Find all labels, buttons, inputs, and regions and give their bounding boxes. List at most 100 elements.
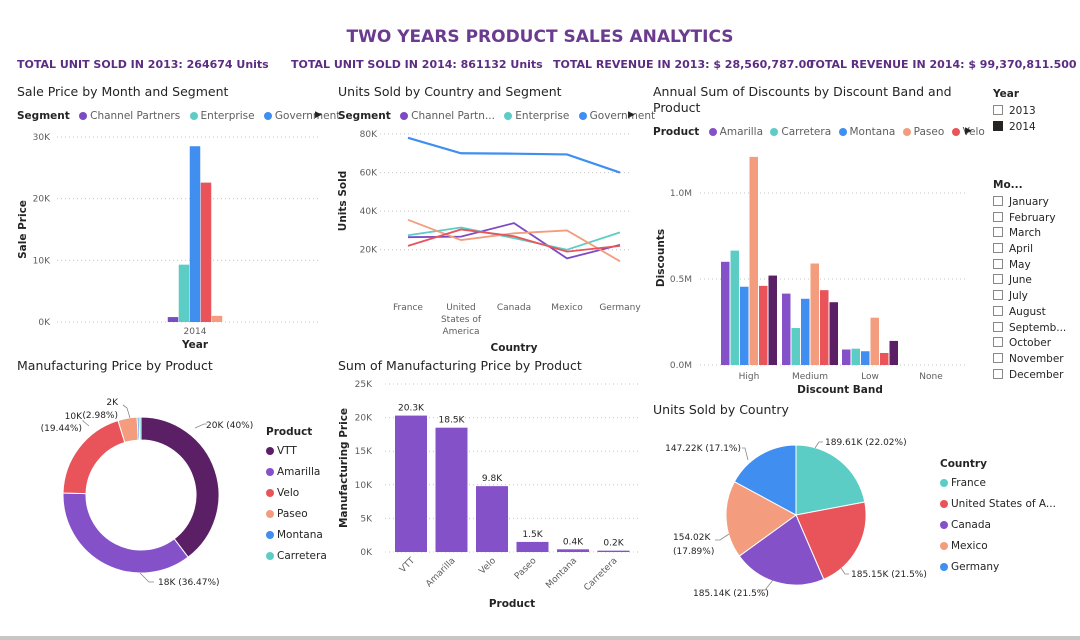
month-option[interactable]: August <box>993 305 1066 321</box>
y-tick-label: 80K <box>360 130 378 140</box>
x-tick-label: High <box>739 372 760 382</box>
mfg-bar-chart: 0K 5K 10K 15K 20K 25K 20.3K VTT 18.5K Amarilla 9.8… <box>338 380 640 610</box>
data-label: 0.2K <box>603 539 624 549</box>
legend-item-paseo[interactable]: Paseo <box>266 506 327 527</box>
checkbox-icon <box>993 243 1003 254</box>
legend-item-carretera[interactable]: Carretera <box>770 126 831 138</box>
x-tick-label: 2014 <box>184 327 207 337</box>
year-slicer: Year 2013 2014 <box>993 88 1036 135</box>
leader-line <box>814 441 823 449</box>
leader-line <box>139 572 154 583</box>
legend-item-channel-partners[interactable]: Channel Partners <box>79 110 180 122</box>
legend-item-mexico[interactable]: Mexico <box>940 538 1056 559</box>
bar <box>435 427 468 552</box>
legend-more-arrow-icon[interactable]: ▶ <box>965 126 972 136</box>
x-tick-label: Carretera <box>582 556 619 593</box>
bar <box>889 340 898 365</box>
month-option[interactable]: Septemb... <box>993 321 1066 337</box>
bar <box>395 415 427 552</box>
checkbox-icon <box>993 274 1003 285</box>
month-option[interactable]: June <box>993 273 1066 289</box>
y-tick-label: 1.0M <box>670 189 692 199</box>
bar <box>810 263 819 365</box>
y-tick-label: 0.0M <box>670 361 692 371</box>
legend-item-channel-partners[interactable]: Channel Partn... <box>400 110 495 122</box>
year-option-2013[interactable]: 2013 <box>993 104 1036 120</box>
month-option[interactable]: October <box>993 336 1066 352</box>
legend-more-arrow-icon[interactable]: ▶ <box>315 110 322 120</box>
month-option[interactable]: December <box>993 368 1066 384</box>
sale-price-chart: 0K 10K 20K 30K 2014 Year Sale Price <box>17 133 320 351</box>
checkbox-icon <box>993 196 1003 206</box>
bar <box>516 541 549 552</box>
legend-item-carretera[interactable]: Carretera <box>266 548 327 569</box>
month-option[interactable]: January <box>993 195 1066 211</box>
legend-item-vtt[interactable]: VTT <box>266 443 327 464</box>
legend-item-paseo[interactable]: Paseo <box>902 126 944 138</box>
leader-line <box>715 533 730 541</box>
sale-price-chart-title: Sale Price by Month and Segment <box>17 84 229 99</box>
x-tick-label: Mexico <box>551 303 583 313</box>
checkbox-icon <box>993 337 1003 348</box>
kpi-units-2014: TOTAL UNIT SOLD IN 2014: 861132 Units <box>291 58 543 71</box>
leader-line <box>82 420 90 427</box>
y-tick-label: 25K <box>355 380 373 390</box>
x-tick-label: United <box>446 303 476 313</box>
bar <box>842 349 851 365</box>
data-label: 18.5K <box>439 416 466 426</box>
bar <box>189 146 201 322</box>
legend-item-enterprise[interactable]: Enterprise <box>189 110 255 122</box>
bar <box>476 486 508 552</box>
y-tick-label: 10K <box>33 256 51 266</box>
leader-line <box>194 423 207 429</box>
legend-item-velo[interactable]: Velo <box>951 126 985 138</box>
year-option-2014[interactable]: 2014 <box>993 120 1036 136</box>
bar <box>759 285 768 365</box>
legend-item-government[interactable]: Government <box>578 110 655 122</box>
bar <box>870 317 879 365</box>
data-label: (17.89%) <box>673 547 714 557</box>
y-tick-label: 15K <box>355 447 373 457</box>
y-tick-label: 20K <box>355 414 373 424</box>
legend-item-france[interactable]: France <box>940 475 1056 496</box>
legend-item-enterprise[interactable]: Enterprise <box>504 110 569 122</box>
month-option[interactable]: March <box>993 226 1066 242</box>
month-option[interactable]: February <box>993 211 1066 227</box>
pie-slice <box>140 416 220 558</box>
month-option[interactable]: July <box>993 289 1066 305</box>
legend-item-government[interactable]: Government <box>263 110 340 122</box>
leader-line <box>760 579 774 591</box>
y-tick-label: 0K <box>38 318 51 328</box>
checkbox-checked-icon <box>993 120 1003 131</box>
data-label: 189.61K (22.02%) <box>825 438 907 448</box>
pie-slice <box>138 416 142 441</box>
units-country-chart: 20K 40K 60K 80K France United States of America… <box>337 130 641 354</box>
data-label: (19.44%) <box>41 424 82 434</box>
units-pie-legend: Country France United States of A... Can… <box>940 458 1056 580</box>
checkbox-icon <box>993 321 1003 332</box>
legend-item-montana[interactable]: Montana <box>266 527 327 548</box>
legend-item-canada[interactable]: Canada <box>940 517 1056 538</box>
checkbox-icon <box>993 211 1003 222</box>
checkbox-icon <box>993 227 1003 238</box>
bar <box>791 328 800 365</box>
legend-more-arrow-icon[interactable]: ▶ <box>628 110 635 120</box>
legend-item-amarilla[interactable]: Amarilla <box>708 126 763 138</box>
x-tick-label: France <box>393 303 423 313</box>
legend-item-velo[interactable]: Velo <box>266 485 327 506</box>
month-option[interactable]: April <box>993 242 1066 258</box>
month-option[interactable]: November <box>993 352 1066 368</box>
checkbox-icon <box>993 105 1003 115</box>
month-option[interactable]: May <box>993 258 1066 274</box>
legend-item-germany[interactable]: Germany <box>940 559 1056 580</box>
legend-item-montana[interactable]: Montana <box>838 126 895 138</box>
bar <box>178 264 190 322</box>
legend-item-amarilla[interactable]: Amarilla <box>266 464 327 485</box>
x-tick-label: Germany <box>599 303 641 313</box>
mfg-donut-chart: 20K (40%) 18K (36.47%) 10K (19.44%) 2K (2.98%… <box>41 398 254 588</box>
month-slicer: Mo... January February March April May J… <box>993 179 1066 383</box>
units-country-legend: Segment Channel Partn... Enterprise Gove… <box>338 110 661 122</box>
legend-item-usa[interactable]: United States of A... <box>940 496 1056 517</box>
y-tick-label: 20K <box>33 195 51 205</box>
units-pie-title: Units Sold by Country <box>653 402 789 417</box>
